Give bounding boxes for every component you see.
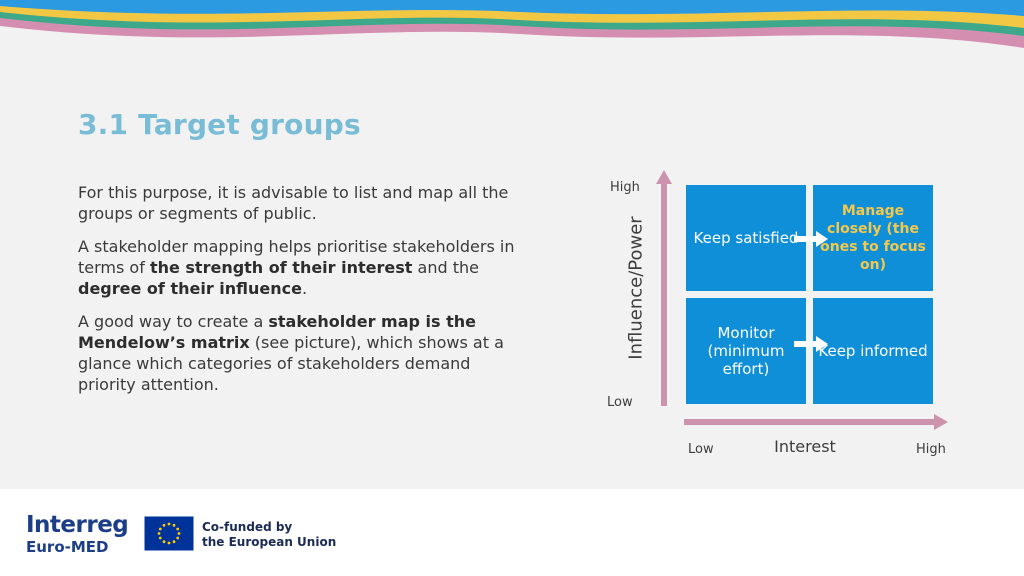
y-axis-high-label: High [610,180,640,195]
decorative-waves [0,0,1024,80]
paragraph-3: A good way to create a stakeholder map i… [78,312,504,394]
eu-cofunded-text: Co-funded by the European Union [202,520,337,549]
page-title: 3.1 Target groups [78,108,361,141]
x-axis-low-label: Low [688,442,714,457]
body-text: For this purpose, it is advisable to lis… [78,182,518,407]
arrow-right-icon [794,336,828,352]
y-axis-title: Influence/Power [625,216,647,360]
x-axis-arrow [684,414,948,430]
quadrant-keep-satisfied: Keep satisfied [686,185,806,291]
y-axis-arrow [656,170,672,406]
x-axis-high-label: High [916,442,946,457]
interreg-logo: Interreg Euro-MED [26,512,129,556]
quadrant-keep-informed: Keep informed [813,298,933,404]
quadrant-manage-closely: Manage closely (the ones to focus on) [813,185,933,291]
paragraph-2: A stakeholder mapping helps prioritise s… [78,237,515,298]
quadrant-monitor: Monitor (minimum effort) [686,298,806,404]
paragraph-1: For this purpose, it is advisable to lis… [78,183,509,223]
x-axis-title: Interest [774,437,836,456]
arrow-right-icon [794,231,828,247]
eu-flag-icon [144,516,194,551]
y-axis-low-label: Low [607,395,633,410]
